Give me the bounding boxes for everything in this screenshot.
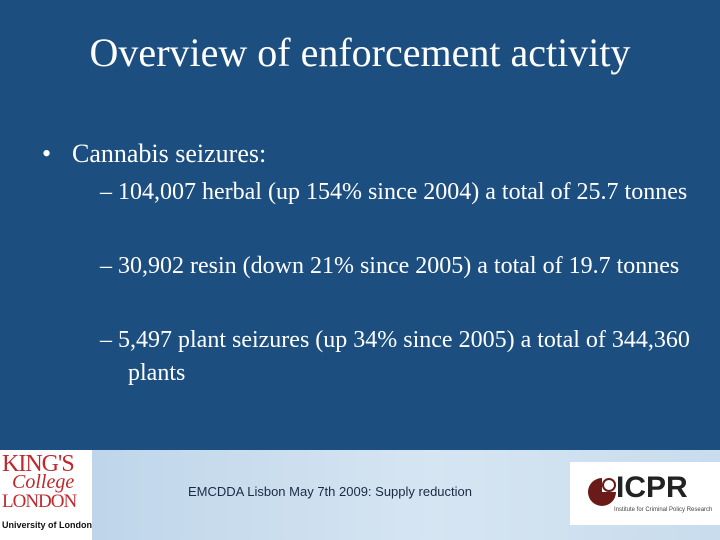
sub-bullet-text: 5,497 plant seizures (up 34% since 2005)… bbox=[118, 327, 690, 386]
bullet: • Cannabis seizures: bbox=[42, 139, 267, 168]
sub-bullet: – 5,497 plant seizures (up 34% since 200… bbox=[100, 327, 690, 386]
logo-text: University of London bbox=[2, 520, 92, 530]
slide-title: Overview of enforcement activity bbox=[89, 30, 631, 75]
footer-text: EMCDDA Lisbon May 7th 2009: Supply reduc… bbox=[188, 484, 472, 499]
sub-bullet-text: 30,902 resin (down 21% since 2005) a tot… bbox=[118, 253, 680, 279]
logo-text: LONDON bbox=[2, 491, 77, 512]
sub-bullet: – 30,902 resin (down 21% since 2005) a t… bbox=[100, 253, 680, 279]
kcl-logo: KING'S College LONDON University of Lond… bbox=[0, 450, 92, 540]
sub-bullet: – 104,007 herbal (up 154% since 2004) a … bbox=[100, 179, 688, 205]
logo-text: College bbox=[12, 471, 75, 493]
logo-text: ICPR bbox=[616, 471, 688, 504]
icon-shape bbox=[602, 478, 616, 492]
icpr-icon bbox=[588, 478, 616, 506]
logo-text: Institute for Criminal Policy Research bbox=[614, 507, 713, 513]
sub-bullet-text: 104,007 herbal (up 154% since 2004) a to… bbox=[118, 179, 688, 205]
icon-shape bbox=[602, 478, 616, 492]
bullet-text: Cannabis seizures: bbox=[72, 139, 267, 168]
icpr-logo: ICPR Institute for Criminal Policy Resea… bbox=[570, 462, 720, 525]
logo-text: KING'S bbox=[2, 451, 75, 477]
